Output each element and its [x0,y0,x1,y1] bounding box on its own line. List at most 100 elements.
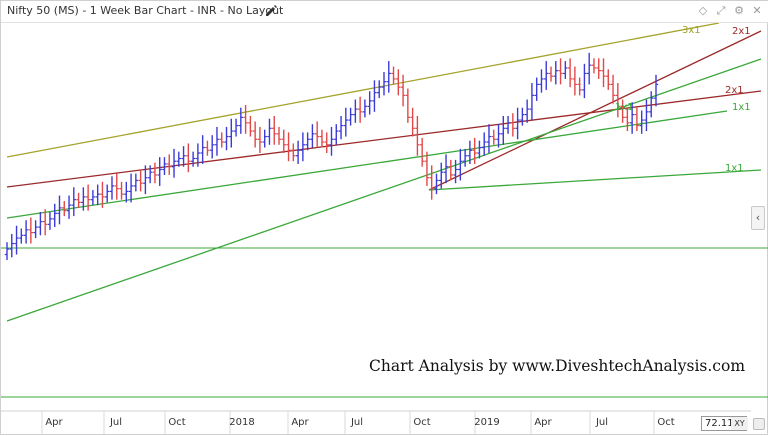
price-bar [33,220,38,239]
price-bar [567,58,573,88]
price-bar [181,146,186,167]
price-bar [405,88,411,123]
price-bar [629,102,635,134]
expand-icon[interactable]: ⤢ [716,4,726,17]
price-bar [348,107,353,126]
price-bar [138,170,143,192]
price-bar [372,80,377,112]
gann-label-1: 3x1 [682,25,701,36]
price-bar [23,220,29,244]
price-bar [267,118,272,145]
price-bar [143,165,148,195]
price-bar [314,121,320,148]
price-bar [167,154,172,175]
price-bar [649,91,654,118]
scroll-handle[interactable] [753,418,765,430]
price-bar [62,201,67,217]
price-bar [66,195,72,219]
x-tick-label: Apr [45,417,63,428]
price-bar [496,124,501,148]
price-bar [539,69,544,93]
price-bar [486,124,492,154]
price-bar [248,115,253,137]
price-bar [419,137,425,167]
price-bar [653,74,659,107]
price-bar [257,126,263,154]
price-bar [310,124,315,148]
price-bar [147,165,153,184]
price-bar [286,132,291,162]
price-bar [634,107,640,132]
price-bar [601,58,606,88]
gann-label-4: 1x1 [732,102,751,113]
price-bar [596,58,601,79]
price-bar [76,192,81,208]
price-bar [114,173,119,200]
price-bar [644,99,649,132]
price-bar [238,107,244,134]
gann-line-2 [428,30,762,191]
price-bar [305,132,310,151]
gann-fan-labels: 3x1 2x1 2x1 1x1 1x1 1x1 [615,25,751,174]
price-bar [577,77,582,96]
price-bar [295,140,301,164]
close-icon[interactable]: ✕ [752,4,762,17]
chart-plot[interactable]: 3x1 2x1 2x1 1x1 1x1 1x1 Apr Jul Oct 2018 Apr Jul Oc… [1,23,768,436]
price-bar [362,99,368,118]
price-bar [119,181,124,200]
price-bar [520,107,525,126]
price-bar [510,113,516,137]
gear-icon[interactable]: ⚙ [734,4,744,17]
chevron-left-icon[interactable]: ‹ [751,206,765,230]
price-bar [128,173,134,203]
price-bar [276,126,282,145]
gann-line-5 [6,110,728,219]
price-bar [319,129,325,148]
price-bar [252,121,258,148]
diamond-icon[interactable]: ◇ [698,4,708,17]
price-bar [100,181,105,208]
price-bar [57,195,62,225]
price-bar [334,124,339,145]
x-tick-label: Oct [168,417,185,428]
price-bar [233,118,239,137]
price-bar [529,83,535,121]
price-bar [300,132,306,162]
price-bar [396,69,401,96]
x-tick-label: Jul [595,417,608,428]
price-bar [548,66,554,82]
toolbar-icons: ◇ ⤢ ⚙ ✕ [697,4,763,18]
price-bar [9,233,14,258]
price-bar [42,209,48,236]
price-bar [105,184,110,203]
price-bar [462,148,468,167]
price-bar [429,165,434,200]
price-bar [505,115,511,134]
price-bar [224,126,229,151]
price-bar [109,176,115,200]
price-bar [515,107,520,140]
price-bar [610,74,616,104]
price-bar [272,115,277,145]
price-bar [448,159,454,181]
xy-toggle-button[interactable]: XY [731,417,748,430]
gann-line-4 [6,58,762,322]
price-bar [524,99,530,123]
price-bar [85,184,91,211]
price-bar [501,115,506,145]
price-bar [90,190,96,206]
price-bar [615,83,621,118]
price-bar [133,173,139,192]
price-bar [243,104,248,134]
price-bar [324,132,329,154]
price-bar [176,151,181,167]
price-bar [4,242,10,261]
price-bar [200,135,205,164]
pencil-icon[interactable] [264,3,278,17]
price-bar [95,184,100,206]
price-bar [281,129,286,154]
x-axis: Apr Jul Oct 2018 Apr Jul Oct 2019 Apr Jul Oct [1,410,751,434]
price-bar [52,203,57,228]
price-bar [367,91,372,115]
